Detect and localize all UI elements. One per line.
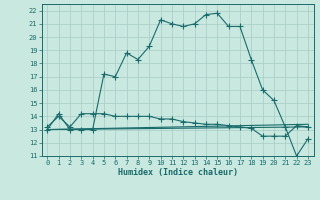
X-axis label: Humidex (Indice chaleur): Humidex (Indice chaleur) [118, 168, 237, 177]
